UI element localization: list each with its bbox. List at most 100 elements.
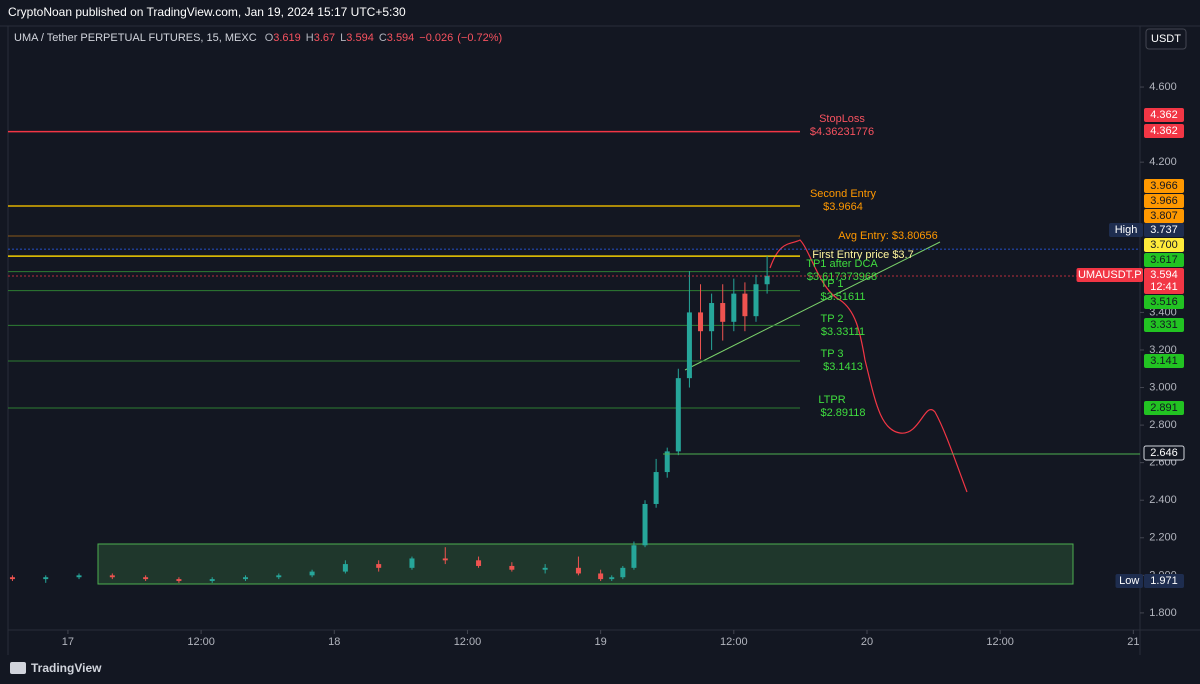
candle-body [342, 564, 348, 572]
x-tick-label: 12:00 [720, 636, 748, 648]
candle-body [43, 577, 49, 580]
price-badge [1144, 574, 1184, 588]
level-price: $2.89118 [820, 407, 865, 419]
candle-body [242, 577, 248, 580]
price-badge-label: 3.807 [1150, 210, 1178, 222]
price-badge-label: 3.700 [1150, 239, 1178, 251]
level-label: Avg Entry: $3.80656 [838, 230, 937, 242]
brand-logo [10, 662, 26, 674]
badge-tag-label: High [1115, 224, 1138, 236]
trend-line [684, 241, 941, 371]
price-badge [1144, 209, 1184, 223]
projection-path [769, 239, 968, 493]
badge-tag [1109, 223, 1143, 237]
x-tick-label: 12:00 [986, 636, 1014, 648]
price-badge [1144, 124, 1184, 138]
level-price: $3.33111 [821, 326, 865, 338]
y-tick-label: 4.600 [1149, 81, 1177, 93]
price-badge-label: 3.141 [1150, 355, 1178, 367]
y-tick-label: 4.200 [1149, 156, 1177, 168]
price-badge-label: 3.516 [1150, 296, 1178, 308]
level-label: TP 3 [820, 348, 843, 360]
ohlc-value: 3.594 [387, 32, 415, 44]
candle-body [764, 275, 770, 285]
x-tick-label: 17 [62, 636, 74, 648]
candle-body [575, 567, 581, 574]
level-price: $3.9664 [823, 201, 863, 213]
candle-body [476, 560, 482, 566]
candle-body [675, 378, 681, 452]
price-badge [1144, 318, 1184, 332]
badge-tag [1115, 574, 1143, 588]
level-price: $3.51611 [820, 291, 865, 303]
candle-body [653, 472, 659, 504]
x-tick-label: 20 [861, 636, 873, 648]
accumulation-zone [97, 543, 1074, 585]
price-badge-label: 1.971 [1150, 575, 1178, 587]
level-label: TP1 after DCA [806, 258, 878, 270]
ohlc-value: 3.619 [273, 32, 301, 44]
price-badge [1144, 354, 1184, 368]
price-badge [1144, 295, 1184, 309]
price-badge-label: 3.594 [1150, 269, 1178, 281]
ohlc-value: 3.67 [314, 32, 335, 44]
level-label: LTPR [818, 394, 845, 406]
level-label: TP 1 [820, 278, 843, 290]
price-badge-label: 2.646 [1150, 447, 1178, 459]
currency-label[interactable]: USDT [1151, 33, 1181, 45]
symbol-title: UMA / Tether PERPETUAL FUTURES, 15, MEXC [14, 32, 257, 44]
candle-body [731, 293, 737, 322]
candle-body [143, 577, 149, 580]
y-tick-label: 3.000 [1149, 381, 1177, 393]
candle-body [509, 565, 515, 570]
candle-body [209, 579, 215, 581]
price-badge [1144, 401, 1184, 415]
candle-body [753, 284, 759, 317]
price-badge [1143, 445, 1185, 461]
x-tick-label: 12:00 [187, 636, 215, 648]
candle-body [9, 577, 15, 580]
candle-body [276, 575, 282, 578]
candle-body [109, 575, 115, 578]
badge-tag [1076, 268, 1143, 282]
price-badge-label: 3.737 [1150, 224, 1178, 236]
brand: TradingView [10, 661, 102, 675]
price-badge-label: 3.617 [1150, 254, 1178, 266]
candle-body [742, 293, 748, 317]
candle-body [720, 303, 726, 322]
x-tick-label: 12:00 [454, 636, 482, 648]
level-label: TP 2 [820, 313, 843, 325]
candle-body [542, 567, 548, 570]
candle-body [698, 312, 704, 332]
countdown: 12:41 [1150, 281, 1178, 293]
candle-body [709, 303, 715, 332]
candle-body [598, 573, 604, 580]
x-tick-label: 21 [1127, 636, 1139, 648]
candle-body [620, 567, 626, 578]
publisher-line: CryptoNoan published on TradingView.com,… [8, 5, 406, 19]
candle-body [409, 558, 415, 568]
price-badge [1144, 238, 1184, 252]
y-tick-label: 1.800 [1149, 607, 1177, 619]
price-badge-label: 3.966 [1150, 195, 1178, 207]
price-badge [1144, 194, 1184, 208]
price-badge-label: 4.362 [1150, 125, 1178, 137]
price-badge [1144, 179, 1184, 193]
level-label: Second Entry [810, 188, 877, 200]
currency-box[interactable] [1145, 28, 1187, 50]
level-price: $4.36231776 [810, 126, 874, 138]
x-tick-label: 19 [595, 636, 607, 648]
price-badge-label: 3.966 [1150, 180, 1178, 192]
candle-body [309, 571, 315, 576]
change-pct: (−0.72%) [457, 32, 502, 44]
level-label: First Entry price $3.7 [812, 249, 913, 261]
level-label: StopLoss [819, 113, 865, 125]
y-tick-label: 2.800 [1149, 419, 1177, 431]
price-badge-label: 4.362 [1150, 109, 1178, 121]
ohlc-value: 3.594 [346, 32, 374, 44]
ohlc-key: C [379, 32, 387, 44]
currency-button[interactable]: USDT [1145, 28, 1187, 50]
candle-body [631, 545, 637, 568]
